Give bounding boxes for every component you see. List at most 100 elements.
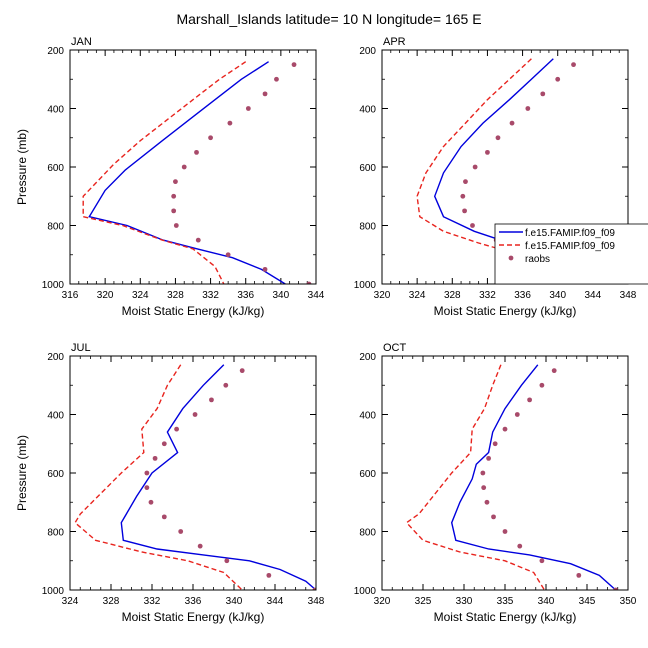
y-tick-label-jan-1: 400: [47, 105, 64, 116]
raobs-point-jan-8: [173, 179, 178, 185]
x-tick-label-jan-3: 328: [167, 290, 184, 301]
raobs-point-oct-7: [480, 470, 486, 476]
x-tick-label-apr-6: 344: [585, 290, 602, 301]
y-tick-label-oct-2: 600: [359, 469, 376, 480]
x-tick-label-apr-3: 332: [479, 290, 496, 301]
series-group-jul: [74, 364, 316, 590]
raobs-point-oct-3: [514, 412, 520, 417]
raobs-point-jan-13: [225, 252, 231, 258]
raobs-point-jan-0: [291, 62, 297, 68]
panel-label-jan: JAN: [71, 36, 92, 48]
raobs-point-oct-15: [613, 587, 619, 590]
y-tick-label-apr-3: 800: [359, 222, 376, 233]
plot-frame-jan: [69, 49, 317, 285]
raobs-point-jan-15: [306, 281, 312, 284]
raobs-point-jul-12: [197, 543, 203, 549]
raobs-point-jul-0: [239, 368, 245, 374]
panel-label-oct: OCT: [383, 342, 407, 354]
raobs-point-jan-10: [171, 208, 177, 214]
raobs-point-apr-9: [460, 193, 466, 199]
series-line-jul-dashed: [74, 364, 243, 590]
series-line-jul-solid: [120, 364, 316, 590]
raobs-point-oct-2: [527, 397, 532, 403]
y-tick-label-oct-0: 200: [359, 352, 376, 363]
raobs-point-oct-10: [491, 514, 496, 520]
legend-label-2: raobs: [525, 254, 550, 265]
x-tick-label-apr-2: 328: [444, 290, 461, 301]
x-tick-label-oct-4: 340: [538, 596, 555, 607]
x-tick-label-oct-2: 330: [456, 596, 473, 607]
panel-jan: JAN 316 320 324 328 332 336 340 344 200 400 600 800 1…: [15, 36, 325, 318]
y-axis-label-jul: Pressure (mb): [15, 435, 29, 511]
raobs-point-apr-8: [463, 179, 468, 185]
raobs-point-jul-3: [192, 412, 198, 417]
x-tick-label-oct-1: 325: [415, 596, 432, 607]
raobs-point-jan-4: [227, 120, 233, 126]
x-tick-label-jul-4: 340: [226, 596, 243, 607]
raobs-point-jan-6: [194, 149, 199, 155]
legend-marker-2: [508, 255, 514, 261]
y-tick-label-oct-4: 1000: [354, 586, 377, 597]
y-tick-label-jul-4: 1000: [42, 586, 65, 597]
x-tick-label-apr-0: 320: [374, 290, 391, 301]
raobs-point-apr-11: [470, 223, 475, 228]
panel-oct: OCT 320 325 330 335 340 345 350 200 400 600 800 1000…: [354, 342, 637, 624]
x-tick-label-jul-2: 332: [144, 596, 161, 607]
y-tick-label-apr-1: 400: [359, 105, 376, 116]
raobs-point-jan-5: [208, 135, 213, 141]
x-tick-label-jul-6: 348: [308, 596, 325, 607]
plot-frame-oct: [381, 355, 629, 591]
raobs-point-apr-0: [571, 62, 576, 68]
x-tick-label-jan-2: 324: [132, 290, 149, 301]
x-tick-label-oct-5: 345: [579, 596, 596, 607]
raobs-point-apr-6: [485, 149, 490, 155]
raobs-point-oct-8: [481, 485, 487, 491]
raobs-point-jan-11: [173, 223, 179, 228]
y-tick-label-jul-1: 400: [47, 411, 64, 422]
y-tick-label-apr-0: 200: [359, 46, 376, 57]
y-tick-label-jan-3: 800: [47, 222, 64, 233]
panel-jul: JUL 324 328 332 336 340 344 348 200 400 600 800 1000…: [15, 342, 325, 624]
raobs-point-oct-0: [551, 368, 557, 374]
raobs-point-jul-4: [174, 426, 180, 432]
raobs-point-jul-7: [144, 470, 150, 476]
raobs-point-oct-9: [484, 499, 490, 505]
panel-label-apr: APR: [383, 36, 406, 48]
x-tick-label-apr-1: 324: [409, 290, 426, 301]
raobs-point-jul-11: [178, 529, 184, 534]
raobs-point-jul-13: [224, 558, 230, 564]
legend-box: [494, 223, 648, 285]
x-axis-label-apr: Moist Static Energy (kJ/kg): [434, 304, 577, 318]
raobs-point-jan-7: [181, 164, 187, 170]
raobs-point-jan-1: [274, 76, 279, 82]
legend: f.e15.FAMIP.f09_f09 f.e15.FAMIP.f09_f09ra…: [494, 223, 648, 285]
series-line-oct-dashed: [405, 364, 545, 590]
x-tick-label-jan-4: 332: [202, 290, 219, 301]
raobs-point-apr-10: [462, 208, 467, 214]
raobs-point-jan-3: [245, 106, 251, 111]
x-tick-label-jul-1: 328: [103, 596, 120, 607]
raobs-point-apr-5: [495, 135, 501, 141]
x-tick-label-apr-5: 340: [549, 290, 566, 301]
raobs-point-jul-2: [209, 397, 214, 403]
raobs-point-oct-5: [492, 441, 498, 447]
x-tick-label-jul-3: 336: [185, 596, 202, 607]
legend-label-1: f.e15.FAMIP.f09_f09: [525, 241, 615, 252]
y-tick-label-oct-3: 800: [359, 528, 376, 539]
panels: JAN 316 320 324 328 332 336 340 344 200 400 600 800 1…: [15, 36, 637, 624]
raobs-point-oct-1: [539, 382, 545, 388]
raobs-point-jan-12: [195, 237, 201, 243]
x-tick-label-oct-6: 350: [620, 596, 637, 607]
raobs-point-apr-2: [540, 91, 546, 97]
x-tick-label-oct-0: 320: [374, 596, 391, 607]
y-tick-label-jul-2: 600: [47, 469, 64, 480]
series-group-oct: [405, 364, 619, 590]
raobs-point-jul-10: [161, 514, 167, 520]
figure-title: Marshall_Islands latitude= 10 N longitud…: [176, 11, 481, 27]
x-tick-label-oct-3: 335: [497, 596, 514, 607]
y-tick-label-apr-4: 1000: [354, 280, 377, 291]
y-tick-label-jan-4: 1000: [42, 280, 65, 291]
y-tick-label-jul-3: 800: [47, 528, 64, 539]
